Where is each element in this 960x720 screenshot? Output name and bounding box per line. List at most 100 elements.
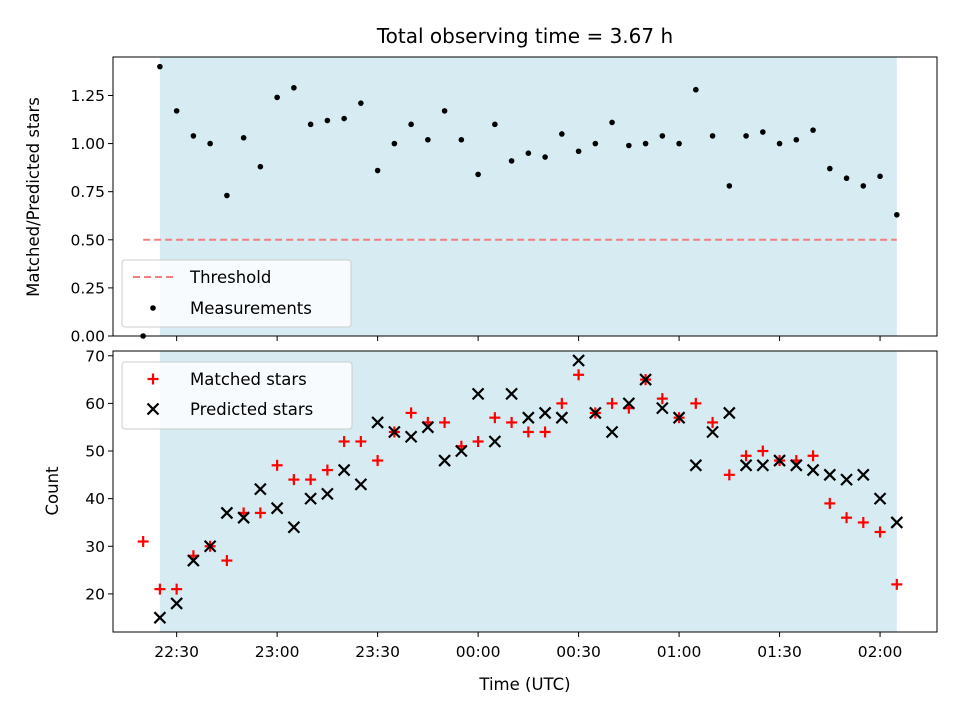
predicted-point [840,473,853,486]
top-y-tick-label: 0.00 [70,328,105,346]
matched-legend-label: Matched stars [190,370,307,389]
predicted-point [890,516,904,529]
measurement-point [391,140,398,147]
matched-point [372,455,384,467]
measurement-point [810,127,816,133]
bottom-legend: Matched stars Predicted stars [121,361,353,430]
measurement-point [475,171,481,178]
top-panel: 0.00 0.25 0.50 0.75 1.00 1.25 Total observing… [24,24,938,346]
predicted-legend-icon [146,402,160,416]
predicted-point [371,416,384,429]
bottom-x-tick-label: 22:30 [154,643,199,661]
predicted-point [254,482,267,496]
predicted-point [589,406,602,420]
matched-point [690,397,702,409]
predicted-point [471,387,485,401]
predicted-point [237,511,250,524]
measurement-point [358,100,364,106]
predicted-point [790,459,803,472]
bottom-y-tick-label: 20 [85,585,105,603]
bottom-marks [137,354,904,624]
matched-point [841,512,853,524]
predicted-legend-marker [146,402,160,416]
top-y-tick-label: 1.25 [70,87,105,105]
measurement-point [676,140,682,147]
top-legend-box [121,259,352,328]
matched-point [556,397,568,409]
bottom-x-tick-label: 23:00 [255,643,300,661]
top-title: Total observing time = 3.67 h [376,24,673,48]
matched-point [757,445,769,457]
measurement-point [173,108,180,114]
measurement-point [542,154,548,160]
bottom-panel: 20 30 40 50 60 70 22:30 23:00 23:30 00:00 00:30 01… [43,347,938,694]
measurement-point [743,133,749,139]
bottom-y-axis-label: Count [43,466,62,516]
matched-point [857,516,869,528]
predicted-point [639,373,652,386]
predicted-point [689,459,703,472]
predicted-point [270,501,284,515]
predicted-point [488,435,502,448]
measurement-point [257,163,264,170]
measurement-point [726,183,733,189]
top-marks [140,63,900,339]
predicted-point [723,406,736,420]
predicted-point [220,506,234,520]
measurement-point [592,140,599,147]
bottom-x-ticks: 22:30 23:00 23:30 00:00 00:30 01:00 01:30 02:00 [154,632,902,661]
bottom-x-tick-label: 00:00 [456,643,501,661]
predicted-point [187,554,200,567]
matched-point [137,536,149,548]
bottom-axes-frame [112,350,938,633]
measurement-point [274,94,280,101]
matched-point [522,426,534,438]
measurement-point [760,129,766,135]
matched-point [723,469,735,481]
matched-point [221,555,233,567]
measurement-point [341,115,347,122]
bottom-x-axis-label: Time (UTC) [478,675,570,694]
predicted-point [170,597,183,610]
top-y-ticks: 0.00 0.25 0.50 0.75 1.00 1.25 [70,87,113,346]
matched-point [321,464,333,476]
predicted-point [287,520,301,534]
bottom-x-tick-label: 00:30 [556,643,601,661]
predicted-point [438,454,451,467]
matched-point [874,526,886,538]
predicted-point [522,411,535,424]
measurement-point [458,136,465,143]
predicted-point [706,425,719,439]
predicted-point [739,459,753,472]
predicted-point [605,425,619,439]
bottom-x-tick-label: 02:00 [858,643,903,661]
measurement-point [224,192,230,199]
matched-legend-marker [147,373,159,385]
measurement-point [425,136,431,143]
bottom-y-tick-label: 70 [85,347,105,365]
matched-point [171,583,183,595]
matched-point [807,450,819,462]
measurement-point [709,133,716,139]
top-axes-frame [112,56,938,337]
top-y-tick-label: 0.50 [70,231,105,249]
matched-point [254,507,266,519]
top-y-tick-label: 0.75 [70,183,105,201]
predicted-point [672,411,686,424]
matched-point [472,435,484,447]
matched-legend-icon [147,373,159,385]
measurement-point [525,150,532,157]
matched-point [740,450,752,462]
measurement-point [860,183,867,189]
predicted-point [823,468,837,482]
matched-point [606,397,618,409]
predicted-point [321,487,334,501]
predicted-point [773,454,786,467]
bottom-x-tick-label: 01:00 [657,643,702,661]
measurement-point [793,136,800,143]
threshold-legend-label: Threshold [189,268,271,287]
predicted-point [203,539,217,553]
predicted-point [421,420,435,434]
measurement-point [559,131,565,137]
